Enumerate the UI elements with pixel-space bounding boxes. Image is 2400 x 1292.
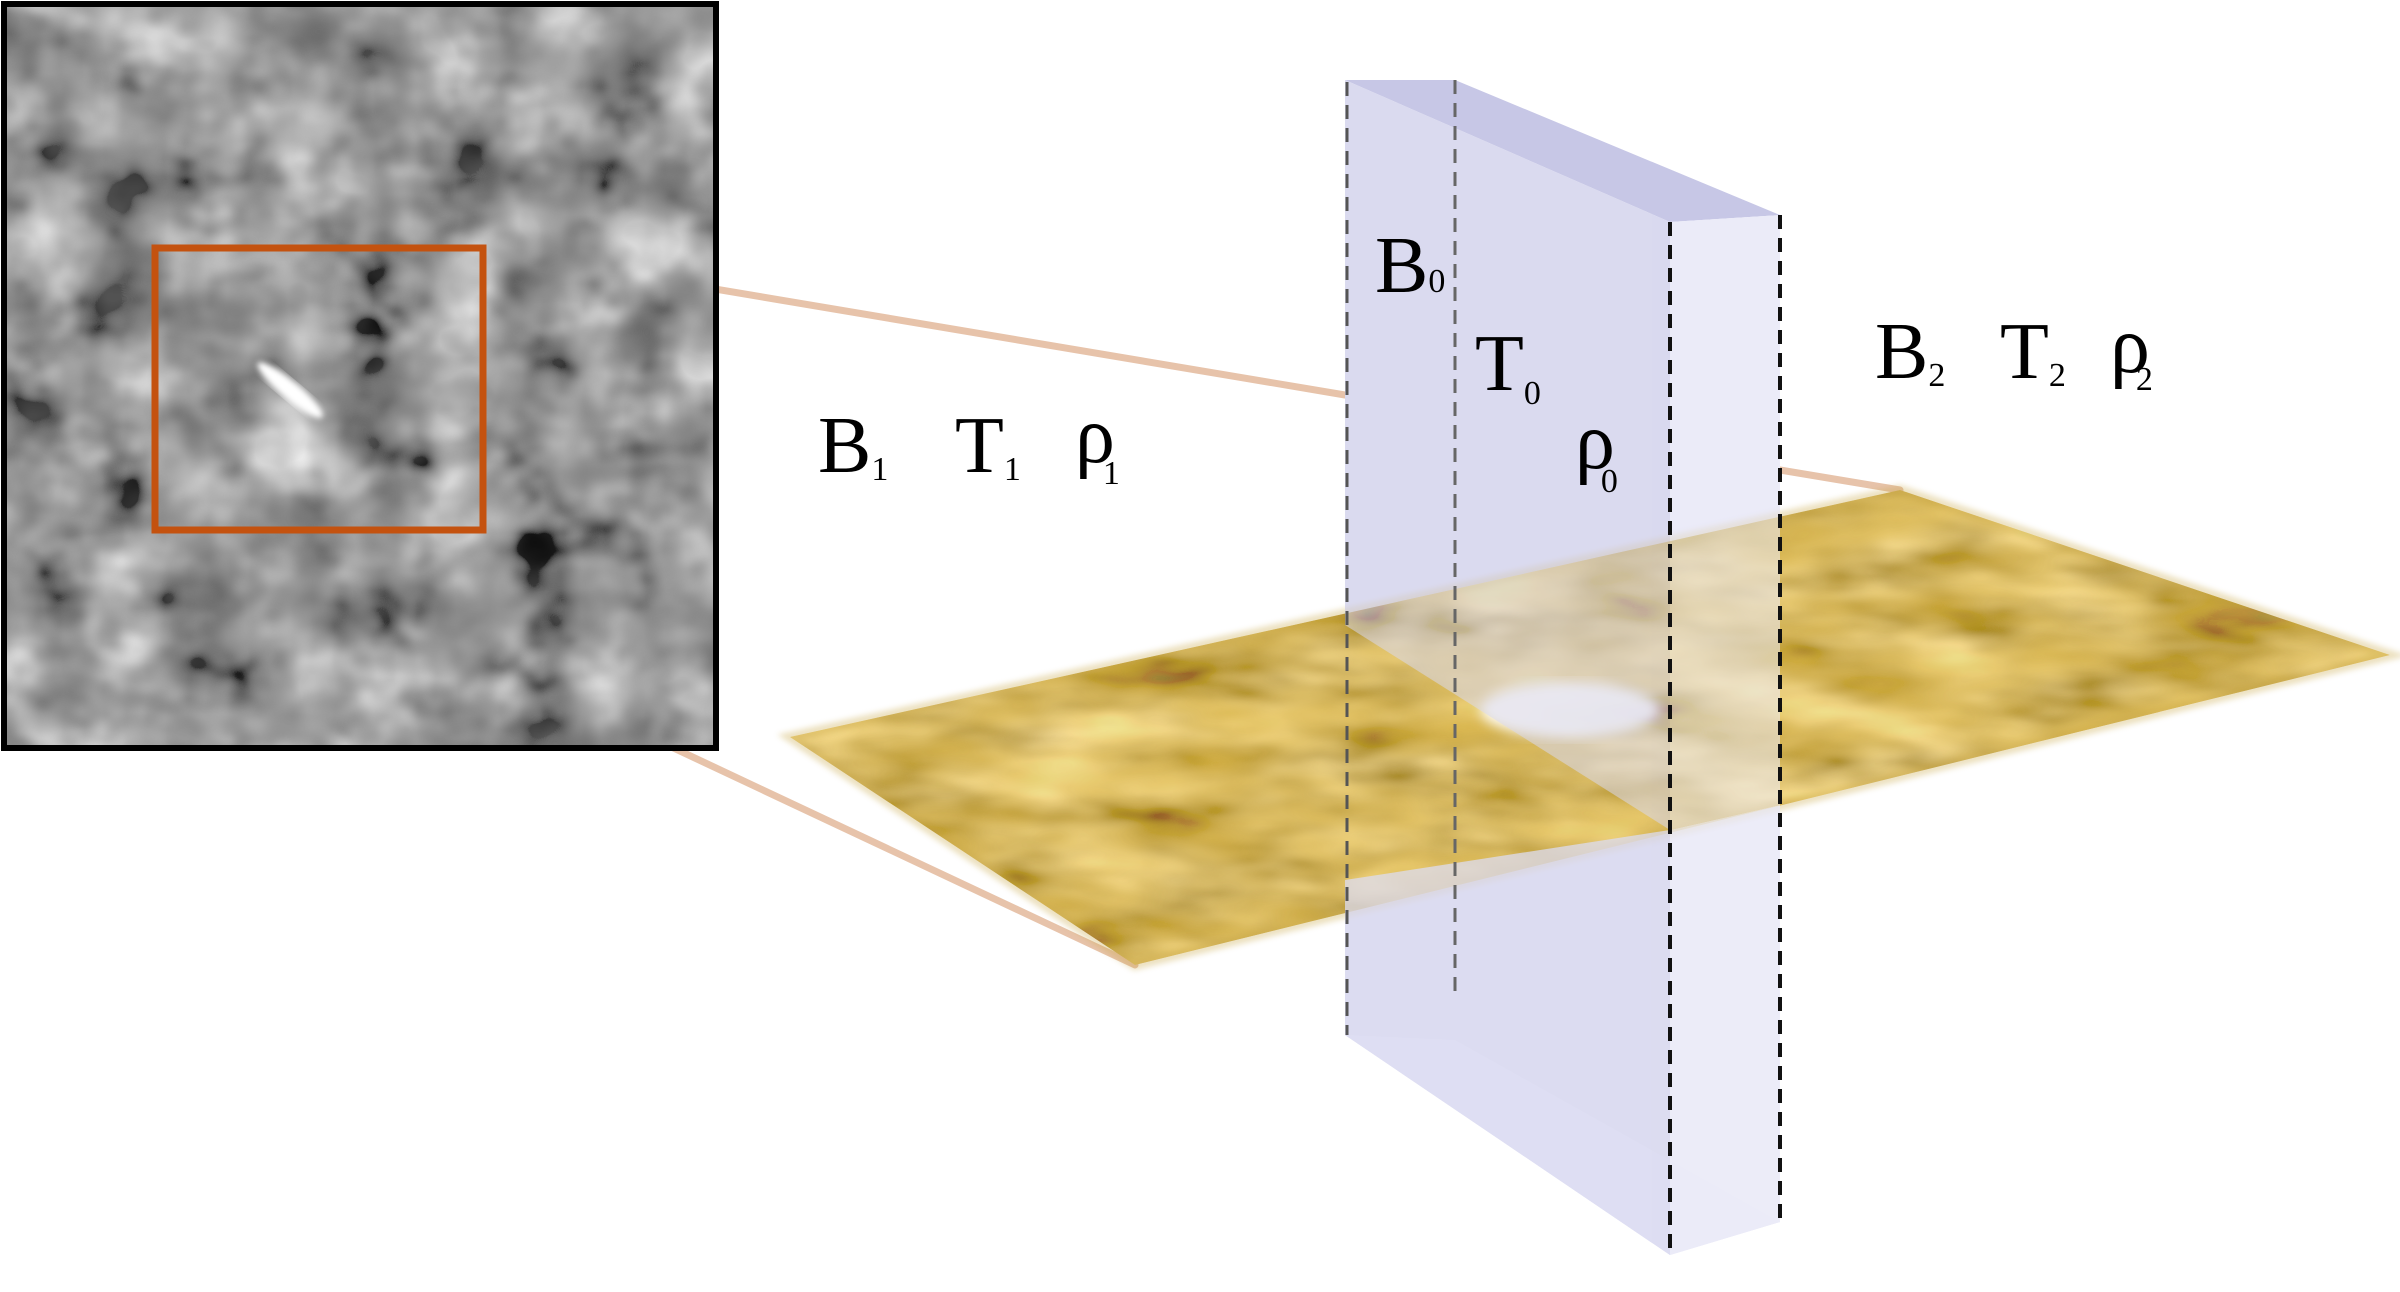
inset-frame: [1, 1, 719, 751]
label-rho0: ρ0: [1575, 398, 1618, 500]
bright-point: [257, 362, 323, 418]
label-rho2: ρ2: [2110, 302, 2153, 398]
inset-image: [1, 1, 719, 751]
label-t1: T1: [955, 402, 1021, 490]
label-b2: B2: [1875, 308, 1945, 396]
slab-dashed-edges: [1345, 80, 1782, 1255]
label-b0: B0: [1375, 222, 1445, 310]
label-t0: T0: [1475, 320, 1541, 412]
labels-left-region: B1 T1 ρ1: [818, 392, 1120, 492]
label-rho1: ρ1: [1075, 392, 1120, 492]
projection-line-top-right: [1776, 466, 1904, 494]
labels-slab: B0 T0 ρ0: [1375, 222, 1618, 500]
label-t2: T2: [2000, 308, 2066, 396]
label-b1: B1: [818, 402, 888, 490]
labels-right-region: B2 T2 ρ2: [1875, 302, 2153, 398]
slab-lower-overlay: [1345, 805, 1780, 1255]
highlight-box: [151, 244, 487, 534]
slab-overlay: [1345, 80, 1780, 830]
